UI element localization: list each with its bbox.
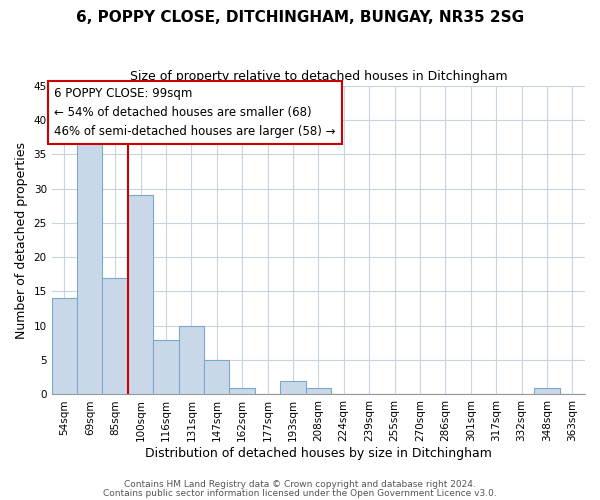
Bar: [153, 340, 179, 394]
Bar: [128, 196, 153, 394]
Bar: [77, 140, 103, 394]
Bar: [52, 298, 77, 394]
Bar: [229, 388, 255, 394]
Y-axis label: Number of detached properties: Number of detached properties: [15, 142, 28, 338]
X-axis label: Distribution of detached houses by size in Ditchingham: Distribution of detached houses by size …: [145, 447, 492, 460]
Bar: [103, 278, 128, 394]
Bar: [534, 388, 560, 394]
Text: 6, POPPY CLOSE, DITCHINGHAM, BUNGAY, NR35 2SG: 6, POPPY CLOSE, DITCHINGHAM, BUNGAY, NR3…: [76, 10, 524, 25]
Bar: [179, 326, 204, 394]
Bar: [204, 360, 229, 394]
Text: 6 POPPY CLOSE: 99sqm
← 54% of detached houses are smaller (68)
46% of semi-detac: 6 POPPY CLOSE: 99sqm ← 54% of detached h…: [54, 87, 336, 138]
Title: Size of property relative to detached houses in Ditchingham: Size of property relative to detached ho…: [130, 70, 507, 83]
Bar: [280, 380, 305, 394]
Bar: [305, 388, 331, 394]
Text: Contains public sector information licensed under the Open Government Licence v3: Contains public sector information licen…: [103, 489, 497, 498]
Text: Contains HM Land Registry data © Crown copyright and database right 2024.: Contains HM Land Registry data © Crown c…: [124, 480, 476, 489]
